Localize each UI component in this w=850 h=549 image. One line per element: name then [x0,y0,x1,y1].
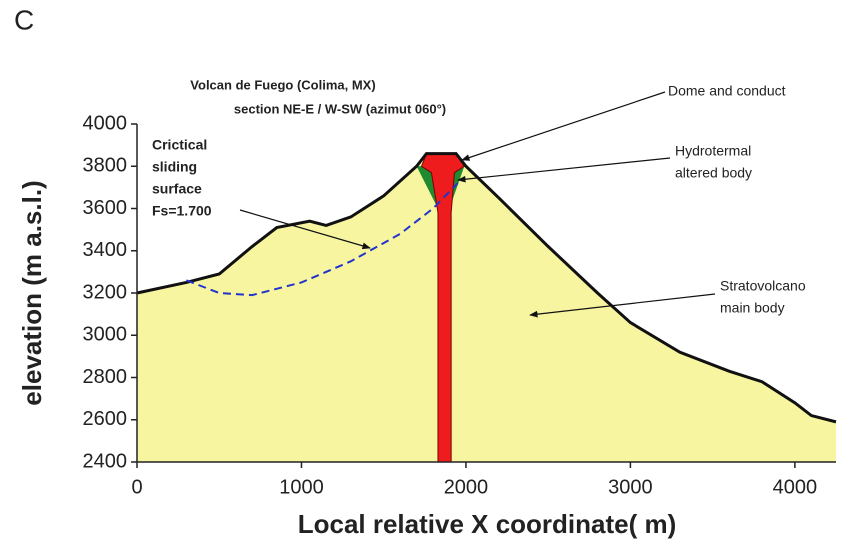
annotation-text: main body [720,300,785,316]
y-tick-label: 3800 [83,155,128,177]
y-tick-label: 2600 [83,408,128,430]
annotation-text: sliding [152,159,197,175]
x-axis-title: Local relative X coordinate( m) [298,509,677,539]
y-tick-label: 4000 [83,112,128,134]
y-axis-title: elevation (m a.s.l.) [17,180,47,405]
annotation-text: surface [152,181,202,197]
annotation-text: altered body [675,165,752,181]
annotation-text: Fs=1.700 [152,203,212,219]
annotation-text: Crictical [152,137,207,153]
annotation-arrow [462,92,665,160]
y-tick-label: 3600 [83,197,128,219]
x-tick-label: 1000 [279,476,324,498]
y-tick-label: 3000 [83,324,128,346]
chart: C Volcan de Fuego (Colima, MX) section N… [0,0,850,549]
x-tick-label: 2000 [444,476,489,498]
y-tick-label: 2400 [83,450,128,472]
y-tick-label: 2800 [83,366,128,388]
x-tick-label: 0 [131,476,142,498]
chart-subtitle: section NE-E / W-SW (azimut 060°) [234,101,446,116]
annotation-text: Dome and conduct [668,83,786,99]
y-tick-label: 3400 [83,239,128,261]
panel-label: C [14,4,34,35]
chart-title: Volcan de Fuego (Colima, MX) [190,77,375,92]
annotation-text: Hydrotermal [675,143,751,159]
y-tick-label: 3200 [83,281,128,303]
annotation-text: Stratovolcano [720,278,806,294]
x-tick-label: 4000 [773,476,818,498]
x-tick-label: 3000 [608,476,653,498]
annotation-arrow [458,158,670,180]
